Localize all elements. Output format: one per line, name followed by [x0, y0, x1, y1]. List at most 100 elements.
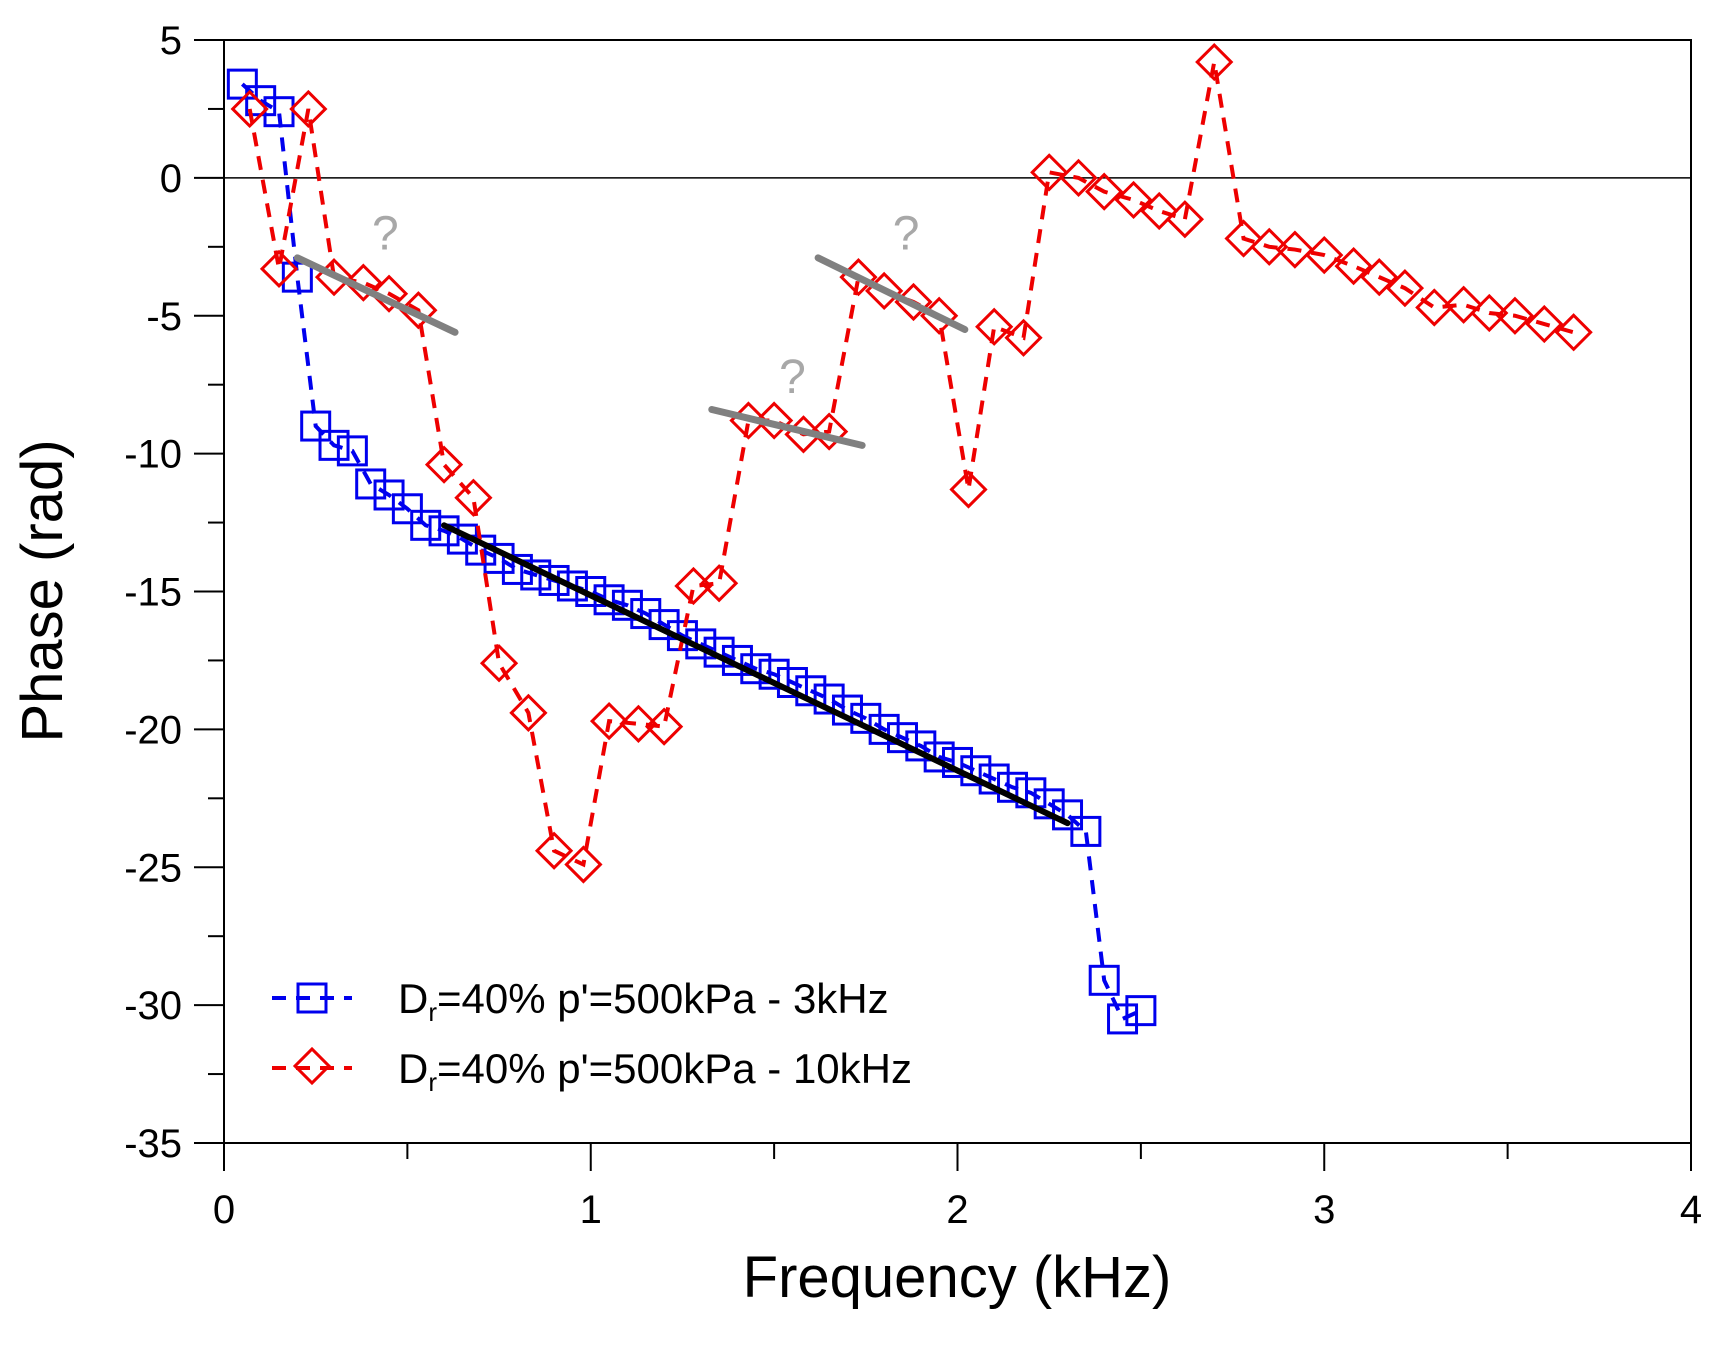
data-point-diamond [479, 644, 519, 683]
data-point-diamond [975, 307, 1014, 346]
x-tick-label: 3 [1313, 1188, 1335, 1232]
series-0 [226, 68, 1157, 1035]
question-mark-annotation: ? [372, 208, 399, 261]
x-tick-label: 4 [1680, 1188, 1702, 1232]
y-tick-label: -10 [124, 433, 182, 477]
data-point-square [391, 493, 423, 525]
data-point-square [1033, 788, 1065, 820]
data-point-diamond [424, 445, 464, 484]
data-point-diamond [1250, 227, 1289, 266]
question-mark-annotation: ? [893, 208, 920, 261]
legend-rest-10khz: =40% p'=500kPa - 10kHz [437, 1045, 912, 1092]
data-point-diamond [230, 89, 269, 129]
data-point-square [410, 509, 442, 541]
data-series [226, 42, 1593, 1035]
data-point-diamond [509, 693, 548, 732]
data-point-diamond [1334, 246, 1373, 286]
legend-label-3khz: Dr=40% p'=500kPa - 3kHz [398, 975, 889, 1027]
data-point-diamond [810, 412, 849, 451]
x-tick-label: 2 [946, 1188, 968, 1232]
data-point-diamond [1385, 269, 1425, 308]
data-point-diamond [1360, 258, 1399, 297]
data-point-square [336, 435, 368, 467]
data-point-diamond [1059, 158, 1098, 197]
data-point-diamond [369, 274, 409, 313]
fit-line-2 [708, 406, 866, 449]
data-point-diamond [1140, 191, 1179, 231]
data-point-diamond [289, 89, 328, 129]
x-axis-title: Frequency (kHz) [743, 1245, 1172, 1310]
data-point-square [300, 410, 332, 442]
legend-sub-10khz: r [428, 1067, 437, 1097]
legend-marker-3khz [296, 982, 328, 1014]
data-point-diamond [755, 401, 794, 440]
data-point-square [281, 261, 313, 293]
data-point-diamond [399, 291, 438, 330]
data-point-diamond [949, 470, 988, 509]
data-point-square [1088, 964, 1120, 996]
data-point-diamond [1224, 219, 1263, 258]
y-tick-label: -5 [146, 295, 182, 339]
data-point-diamond [644, 707, 684, 746]
data-point-diamond [1470, 293, 1509, 333]
y-tick-label: -15 [124, 571, 182, 615]
series-1 [230, 42, 1593, 884]
annotations: ??? [372, 208, 919, 404]
x-tick-label: 0 [213, 1188, 235, 1232]
data-point-diamond [564, 845, 603, 884]
y-tick-label: 5 [160, 19, 182, 63]
series-line-1 [247, 61, 1575, 868]
x-tick-label: 1 [580, 1188, 602, 1232]
data-point-diamond [344, 263, 383, 302]
data-point-diamond [1165, 200, 1205, 239]
data-point-diamond [1195, 42, 1234, 82]
data-point-square [1070, 815, 1102, 847]
data-point-diamond [619, 704, 658, 743]
data-point-diamond [1114, 180, 1153, 220]
legend-d-3khz: D [398, 975, 428, 1022]
data-point-square [813, 683, 845, 715]
data-point-diamond [1004, 318, 1043, 357]
fit-line-3 [814, 254, 969, 334]
data-point-diamond [699, 564, 739, 603]
legend-marker-10khz [292, 1046, 332, 1086]
data-point-square [538, 564, 570, 596]
data-point-diamond [1444, 285, 1483, 324]
axis-ticks: 0 1 2 3 4 5 0 -5 -10 -15 -20 -25 -30 -35 [124, 19, 1702, 1232]
data-point-diamond [259, 249, 299, 288]
legend-d-10khz: D [398, 1045, 428, 1092]
data-point-diamond [1275, 230, 1315, 269]
legend-entry-10khz: Dr=40% p'=500kPa - 10kHz [272, 1045, 912, 1097]
data-point-square [1107, 1003, 1139, 1035]
data-point-diamond [454, 478, 493, 517]
question-mark-annotation: ? [779, 351, 806, 404]
data-point-square [318, 429, 350, 461]
data-point-diamond [1554, 313, 1593, 352]
data-point-diamond [589, 701, 629, 741]
data-point-square [556, 570, 588, 602]
data-point-diamond [1030, 153, 1069, 192]
fit-lines [293, 254, 1071, 827]
fit-line-0 [441, 522, 1071, 827]
data-point-diamond [1415, 288, 1454, 327]
y-tick-label: -30 [124, 984, 182, 1028]
data-point-diamond [534, 831, 574, 870]
y-tick-label: 0 [160, 157, 182, 201]
fit-line-1 [293, 254, 459, 336]
data-point-diamond [1085, 172, 1124, 211]
y-axis-title: Phase (rad) [10, 439, 75, 742]
y-tick-label: -20 [124, 708, 182, 752]
legend-rest-3khz: =40% p'=500kPa - 3kHz [437, 975, 889, 1022]
y-tick-label: -25 [124, 846, 182, 890]
legend-label-10khz: Dr=40% p'=500kPa - 10kHz [398, 1045, 912, 1097]
data-point-square [355, 468, 387, 500]
legend-entry-3khz: Dr=40% p'=500kPa - 3kHz [272, 975, 889, 1027]
legend: Dr=40% p'=500kPa - 3kHz Dr=40% p'=500kPa… [272, 975, 912, 1097]
data-point-square [1125, 995, 1157, 1027]
data-point-diamond [1495, 296, 1535, 335]
legend-sub-3khz: r [428, 997, 437, 1027]
data-point-diamond [1305, 235, 1344, 275]
y-tick-label: -35 [124, 1122, 182, 1166]
data-point-diamond [1525, 304, 1564, 344]
